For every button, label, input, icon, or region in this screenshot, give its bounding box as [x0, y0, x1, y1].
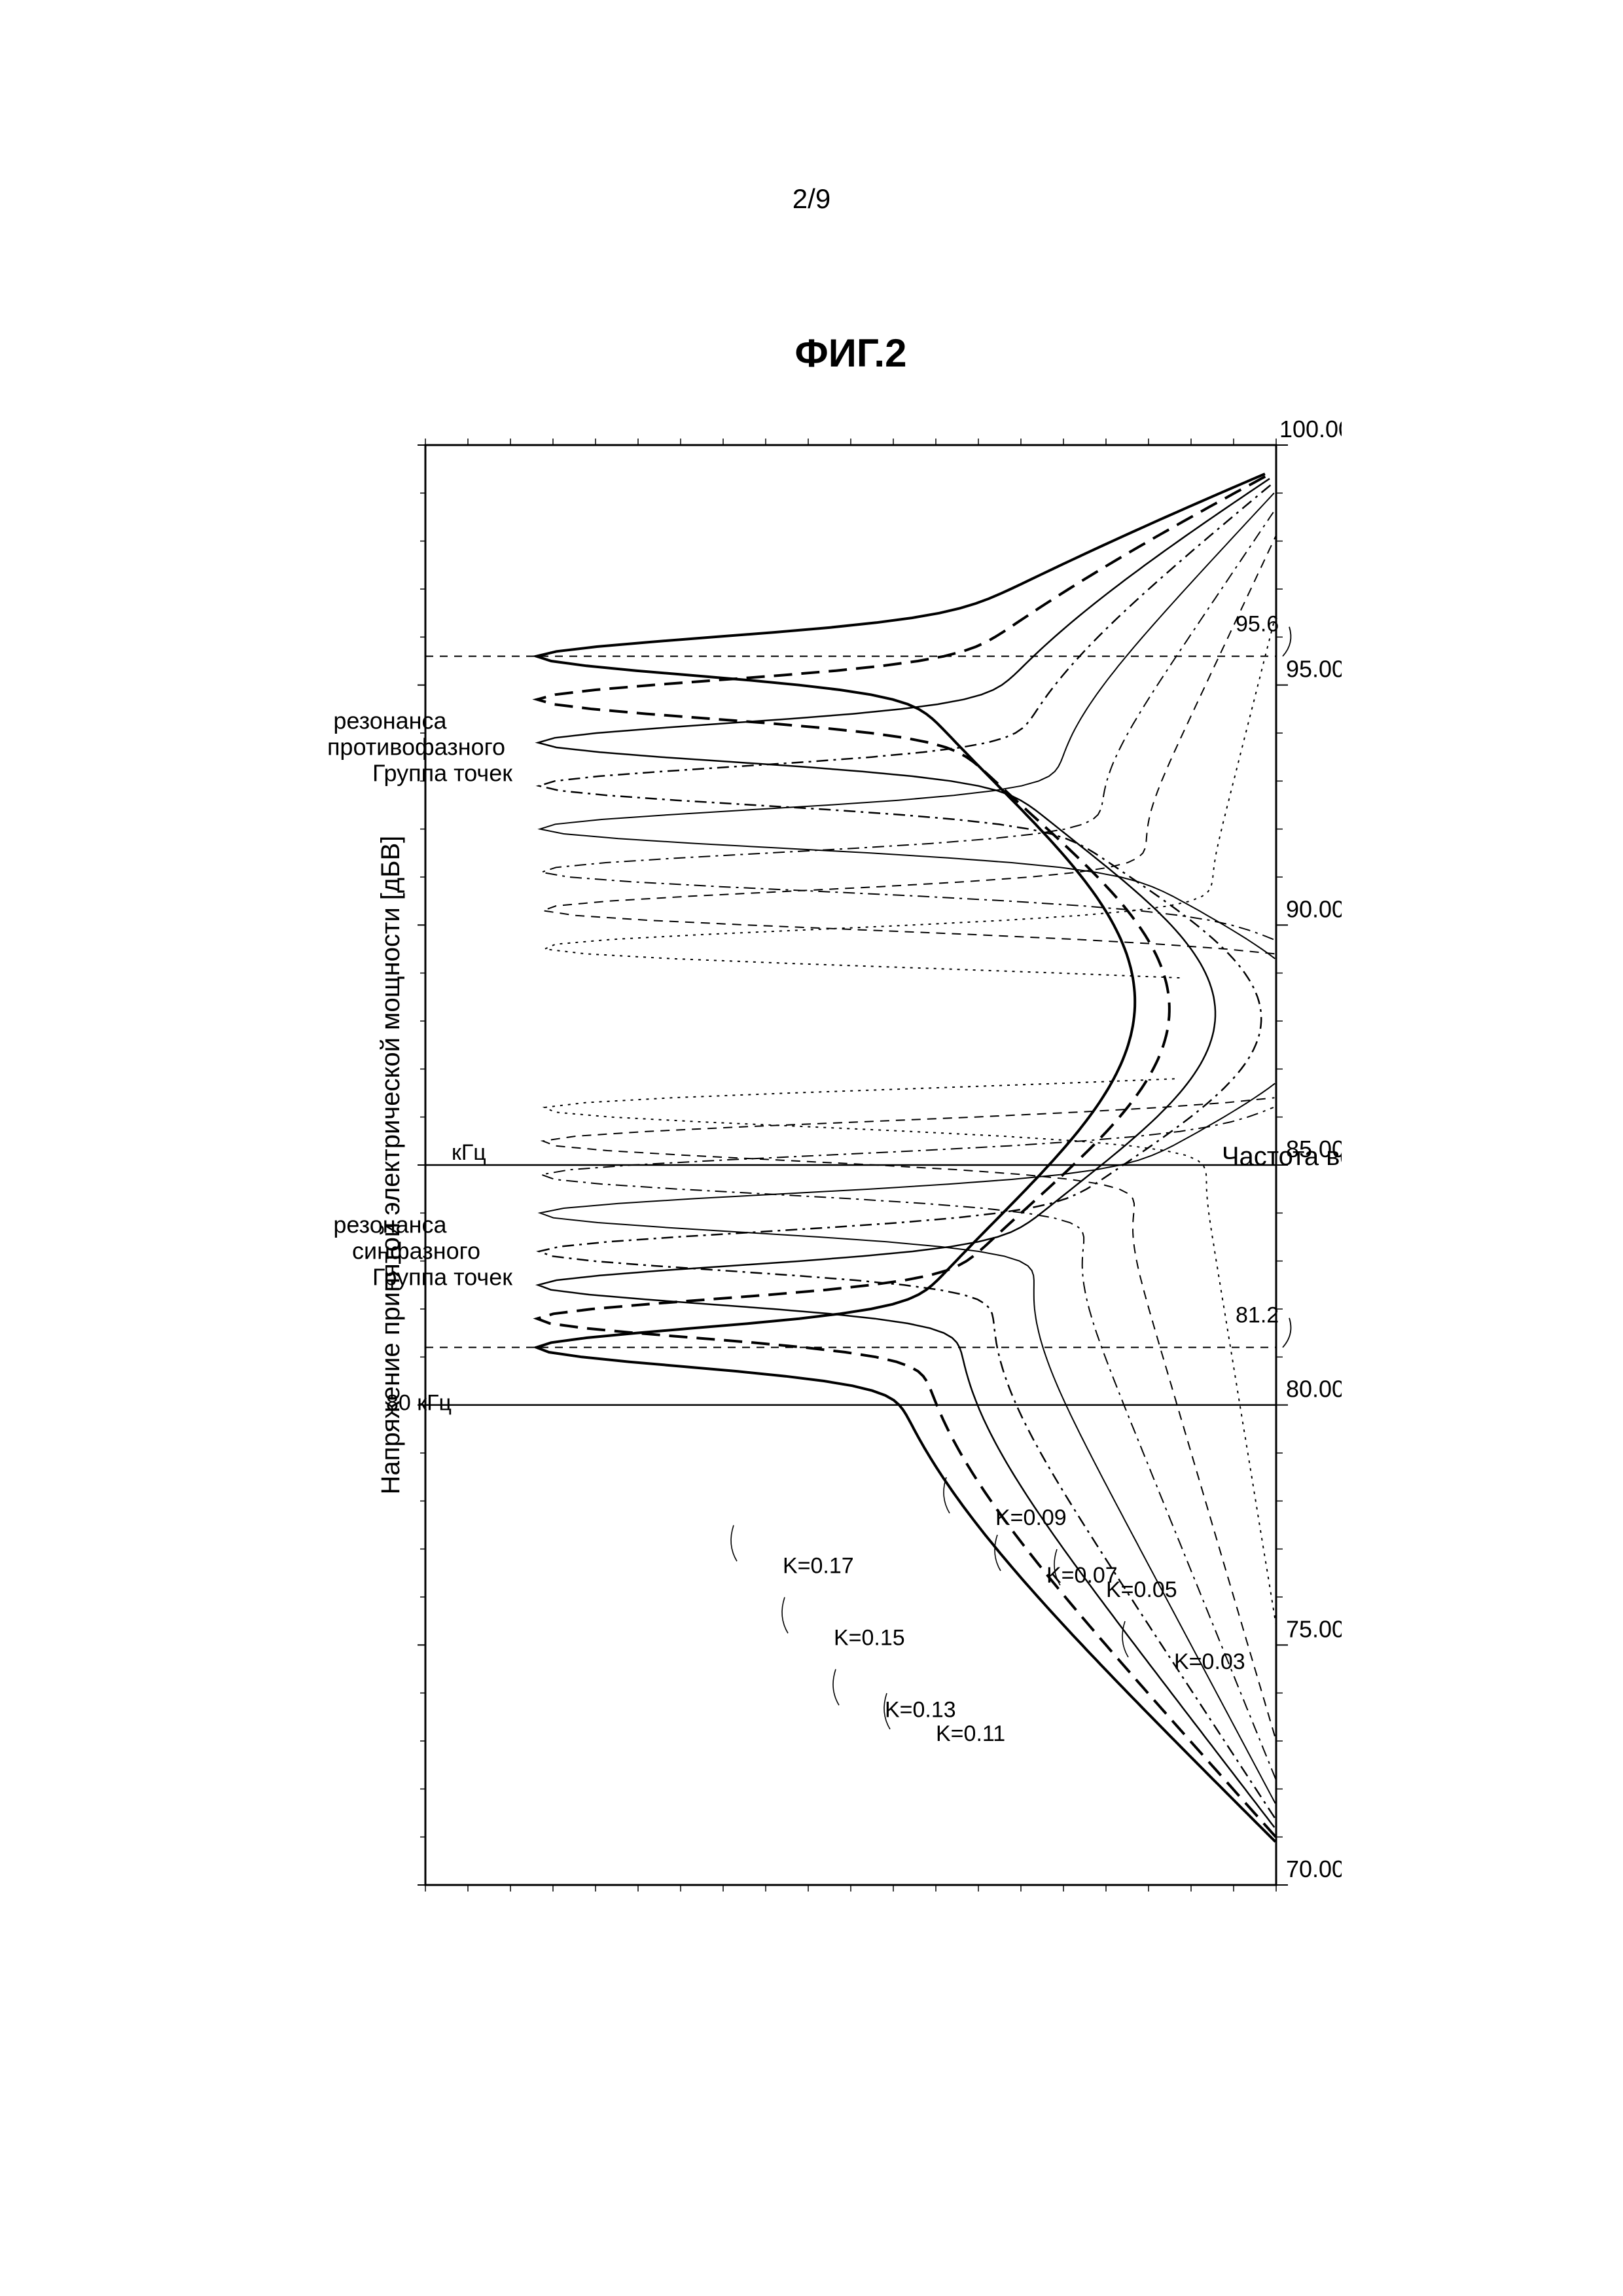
k-label: K=0.13 — [885, 1697, 956, 1722]
svg-text:95.00: 95.00 — [1286, 656, 1342, 683]
svg-text:кГц: кГц — [452, 1140, 486, 1165]
annotation-text: резонанса — [333, 1211, 447, 1238]
svg-text:100.00: 100.00 — [1279, 416, 1342, 442]
resonance-chart: 70.0075.0080.0085.0090.0095.00100.00Част… — [294, 314, 1342, 2016]
svg-text:95.6: 95.6 — [1236, 612, 1279, 637]
figure-title: ФИГ.2 — [795, 331, 907, 375]
k-label: K=0.07 — [1046, 1563, 1118, 1588]
svg-text:80 кГц: 80 кГц — [386, 1391, 452, 1416]
k-label: K=0.17 — [783, 1553, 854, 1578]
svg-text:70.00: 70.00 — [1286, 1856, 1342, 1882]
figure-container: 70.0075.0080.0085.0090.0095.00100.00Част… — [294, 314, 1342, 2016]
annotation-text: резонанса — [333, 707, 447, 734]
k-label: K=0.15 — [834, 1625, 905, 1650]
annotation-text: противофазного — [327, 733, 505, 760]
k-label: K=0.11 — [936, 1721, 1005, 1746]
svg-text:75.00: 75.00 — [1286, 1615, 1342, 1642]
k-label: K=0.03 — [1174, 1649, 1245, 1674]
svg-text:81.2: 81.2 — [1236, 1303, 1279, 1328]
annotation-text: Группа точек — [372, 759, 512, 786]
page-number: 2/9 — [793, 183, 830, 215]
k-label: K=0.09 — [995, 1505, 1067, 1530]
x-axis-label: Частота возбуждения [кГц] — [1222, 1142, 1342, 1171]
annotation-text: синфазного — [352, 1237, 480, 1264]
svg-text:80.00: 80.00 — [1286, 1376, 1342, 1403]
annotation-text: Группа точек — [372, 1263, 512, 1290]
svg-text:90.00: 90.00 — [1286, 895, 1342, 922]
